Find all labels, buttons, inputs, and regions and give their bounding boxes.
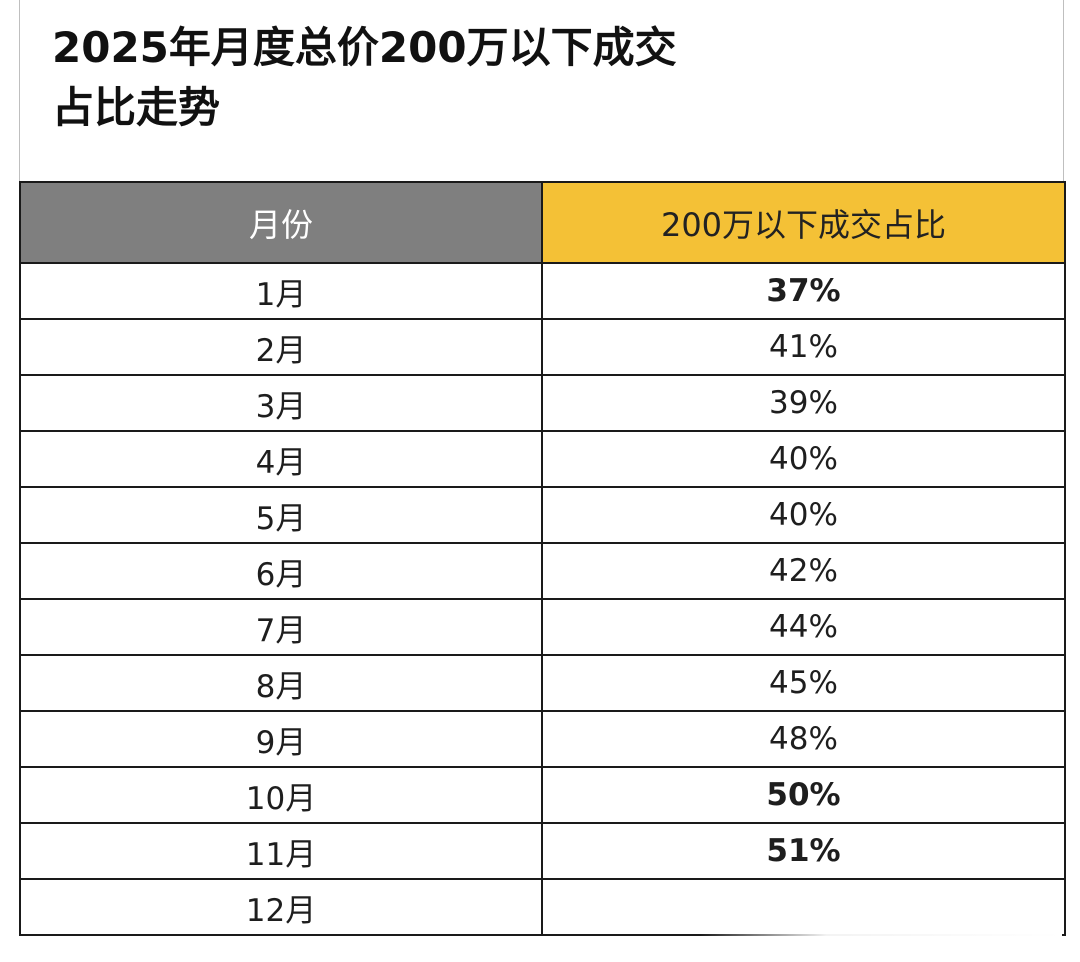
table-row: 4月 40% — [19, 430, 1066, 488]
table-row: 6月 42% — [19, 542, 1066, 600]
ratio-cell: 44% — [541, 598, 1066, 656]
table-row: 3月 39% — [19, 374, 1066, 432]
frame-right-border — [1063, 0, 1064, 182]
ratio-cell: 48% — [541, 710, 1066, 768]
table-row: 2月 41% — [19, 318, 1066, 376]
ratio-cell: 39% — [541, 374, 1066, 432]
column-header-ratio: 200万以下成交占比 — [541, 181, 1066, 264]
ratio-cell: 41% — [541, 318, 1066, 376]
table-row: 9月 48% — [19, 710, 1066, 768]
title-line-2: 占比走势 — [52, 83, 221, 132]
page-title: 2025年月度总价200万以下成交 占比走势 — [52, 18, 677, 138]
month-cell: 6月 — [19, 542, 543, 600]
table-row: 5月 40% — [19, 486, 1066, 544]
month-cell: 10月 — [19, 766, 543, 824]
month-cell: 1月 — [19, 262, 543, 320]
month-cell: 4月 — [19, 430, 543, 488]
table-row: 8月 45% — [19, 654, 1066, 712]
ratio-cell — [541, 878, 1066, 936]
month-cell: 12月 — [19, 878, 543, 936]
ratio-cell: 42% — [541, 542, 1066, 600]
table-header-row: 月份 200万以下成交占比 — [19, 181, 1066, 264]
frame-left-border — [19, 0, 20, 182]
month-cell: 3月 — [19, 374, 543, 432]
month-cell: 7月 — [19, 598, 543, 656]
table-row: 11月 51% — [19, 822, 1066, 880]
table-row: 7月 44% — [19, 598, 1066, 656]
ratio-cell: 50% — [541, 766, 1066, 824]
month-cell: 11月 — [19, 822, 543, 880]
month-cell: 5月 — [19, 486, 543, 544]
monthly-ratio-table: 月份 200万以下成交占比 1月 37% 2月 41% 3月 39% 4月 40… — [19, 181, 1066, 936]
ratio-cell: 45% — [541, 654, 1066, 712]
ratio-cell: 37% — [541, 262, 1066, 320]
column-header-month: 月份 — [19, 181, 543, 264]
ratio-cell: 40% — [541, 430, 1066, 488]
table-row: 12月 — [19, 878, 1066, 936]
month-cell: 9月 — [19, 710, 543, 768]
table-row: 10月 50% — [19, 766, 1066, 824]
ratio-cell: 51% — [541, 822, 1066, 880]
month-cell: 2月 — [19, 318, 543, 376]
month-cell: 8月 — [19, 654, 543, 712]
ratio-cell: 40% — [541, 486, 1066, 544]
table-row: 1月 37% — [19, 262, 1066, 320]
title-line-1: 2025年月度总价200万以下成交 — [52, 23, 677, 72]
